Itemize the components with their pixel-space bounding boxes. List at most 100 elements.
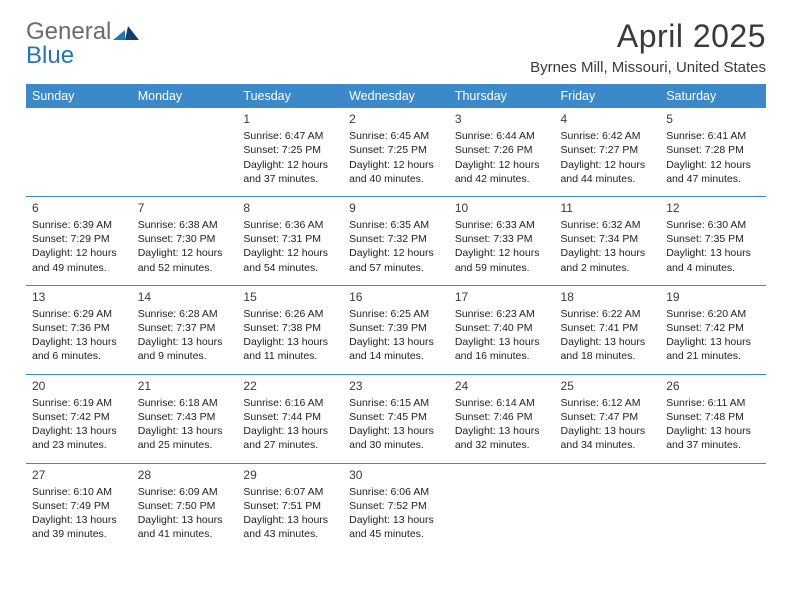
- calendar-day: 8Sunrise: 6:36 AMSunset: 7:31 PMDaylight…: [237, 196, 343, 285]
- daylight-text: Daylight: 13 hours and 4 minutes.: [666, 246, 760, 274]
- sunset-text: Sunset: 7:25 PM: [243, 143, 337, 157]
- calendar-day: 15Sunrise: 6:26 AMSunset: 7:38 PMDayligh…: [237, 285, 343, 374]
- daylight-text: Daylight: 12 hours and 57 minutes.: [349, 246, 443, 274]
- sunrise-text: Sunrise: 6:14 AM: [455, 396, 549, 410]
- sunset-text: Sunset: 7:48 PM: [666, 410, 760, 424]
- sunrise-text: Sunrise: 6:35 AM: [349, 218, 443, 232]
- calendar-day: 27Sunrise: 6:10 AMSunset: 7:49 PMDayligh…: [26, 463, 132, 551]
- sunrise-text: Sunrise: 6:38 AM: [138, 218, 232, 232]
- calendar-day-empty: [26, 108, 132, 196]
- sunrise-text: Sunrise: 6:32 AM: [561, 218, 655, 232]
- day-number: 3: [455, 111, 549, 127]
- daylight-text: Daylight: 13 hours and 32 minutes.: [455, 424, 549, 452]
- daylight-text: Daylight: 12 hours and 37 minutes.: [243, 158, 337, 186]
- day-number: 10: [455, 200, 549, 216]
- daylight-text: Daylight: 13 hours and 2 minutes.: [561, 246, 655, 274]
- daylight-text: Daylight: 12 hours and 42 minutes.: [455, 158, 549, 186]
- sunset-text: Sunset: 7:25 PM: [349, 143, 443, 157]
- sunrise-text: Sunrise: 6:23 AM: [455, 307, 549, 321]
- day-number: 19: [666, 289, 760, 305]
- daylight-text: Daylight: 13 hours and 37 minutes.: [666, 424, 760, 452]
- sunrise-text: Sunrise: 6:09 AM: [138, 485, 232, 499]
- calendar-day: 6Sunrise: 6:39 AMSunset: 7:29 PMDaylight…: [26, 196, 132, 285]
- month-title: April 2025: [530, 18, 766, 55]
- sunset-text: Sunset: 7:26 PM: [455, 143, 549, 157]
- sunrise-text: Sunrise: 6:41 AM: [666, 129, 760, 143]
- logo: General Blue: [26, 20, 139, 68]
- day-header: Sunday: [26, 84, 132, 108]
- calendar-day: 2Sunrise: 6:45 AMSunset: 7:25 PMDaylight…: [343, 108, 449, 196]
- calendar-day-empty: [132, 108, 238, 196]
- sunset-text: Sunset: 7:43 PM: [138, 410, 232, 424]
- sunrise-text: Sunrise: 6:44 AM: [455, 129, 549, 143]
- daylight-text: Daylight: 12 hours and 54 minutes.: [243, 246, 337, 274]
- calendar-day: 20Sunrise: 6:19 AMSunset: 7:42 PMDayligh…: [26, 374, 132, 463]
- sunset-text: Sunset: 7:44 PM: [243, 410, 337, 424]
- daylight-text: Daylight: 13 hours and 23 minutes.: [32, 424, 126, 452]
- calendar-day: 23Sunrise: 6:15 AMSunset: 7:45 PMDayligh…: [343, 374, 449, 463]
- calendar-day-empty: [555, 463, 661, 551]
- sunset-text: Sunset: 7:31 PM: [243, 232, 337, 246]
- day-number: 2: [349, 111, 443, 127]
- daylight-text: Daylight: 13 hours and 25 minutes.: [138, 424, 232, 452]
- daylight-text: Daylight: 13 hours and 18 minutes.: [561, 335, 655, 363]
- day-number: 24: [455, 378, 549, 394]
- calendar-day: 1Sunrise: 6:47 AMSunset: 7:25 PMDaylight…: [237, 108, 343, 196]
- day-header: Wednesday: [343, 84, 449, 108]
- calendar-day: 26Sunrise: 6:11 AMSunset: 7:48 PMDayligh…: [660, 374, 766, 463]
- day-number: 14: [138, 289, 232, 305]
- logo-text-general: General: [26, 18, 111, 45]
- calendar-day: 13Sunrise: 6:29 AMSunset: 7:36 PMDayligh…: [26, 285, 132, 374]
- sunset-text: Sunset: 7:40 PM: [455, 321, 549, 335]
- daylight-text: Daylight: 12 hours and 52 minutes.: [138, 246, 232, 274]
- calendar-day: 4Sunrise: 6:42 AMSunset: 7:27 PMDaylight…: [555, 108, 661, 196]
- sunset-text: Sunset: 7:29 PM: [32, 232, 126, 246]
- calendar-day: 21Sunrise: 6:18 AMSunset: 7:43 PMDayligh…: [132, 374, 238, 463]
- logo-mark-icon: [113, 22, 139, 49]
- sunrise-text: Sunrise: 6:15 AM: [349, 396, 443, 410]
- calendar-week: 20Sunrise: 6:19 AMSunset: 7:42 PMDayligh…: [26, 374, 766, 463]
- calendar-week: 6Sunrise: 6:39 AMSunset: 7:29 PMDaylight…: [26, 196, 766, 285]
- calendar-day: 22Sunrise: 6:16 AMSunset: 7:44 PMDayligh…: [237, 374, 343, 463]
- day-number: 18: [561, 289, 655, 305]
- sunset-text: Sunset: 7:50 PM: [138, 499, 232, 513]
- sunrise-text: Sunrise: 6:11 AM: [666, 396, 760, 410]
- day-number: 9: [349, 200, 443, 216]
- sunset-text: Sunset: 7:37 PM: [138, 321, 232, 335]
- calendar-day: 25Sunrise: 6:12 AMSunset: 7:47 PMDayligh…: [555, 374, 661, 463]
- day-number: 12: [666, 200, 760, 216]
- sunset-text: Sunset: 7:33 PM: [455, 232, 549, 246]
- day-number: 16: [349, 289, 443, 305]
- calendar-day: 28Sunrise: 6:09 AMSunset: 7:50 PMDayligh…: [132, 463, 238, 551]
- sunrise-text: Sunrise: 6:19 AM: [32, 396, 126, 410]
- sunset-text: Sunset: 7:42 PM: [666, 321, 760, 335]
- daylight-text: Daylight: 12 hours and 40 minutes.: [349, 158, 443, 186]
- calendar-week: 13Sunrise: 6:29 AMSunset: 7:36 PMDayligh…: [26, 285, 766, 374]
- day-header: Tuesday: [237, 84, 343, 108]
- day-number: 21: [138, 378, 232, 394]
- day-number: 22: [243, 378, 337, 394]
- calendar-week: 27Sunrise: 6:10 AMSunset: 7:49 PMDayligh…: [26, 463, 766, 551]
- sunset-text: Sunset: 7:36 PM: [32, 321, 126, 335]
- sunrise-text: Sunrise: 6:47 AM: [243, 129, 337, 143]
- sunset-text: Sunset: 7:42 PM: [32, 410, 126, 424]
- calendar-day: 10Sunrise: 6:33 AMSunset: 7:33 PMDayligh…: [449, 196, 555, 285]
- calendar-day: 29Sunrise: 6:07 AMSunset: 7:51 PMDayligh…: [237, 463, 343, 551]
- day-number: 5: [666, 111, 760, 127]
- title-block: April 2025 Byrnes Mill, Missouri, United…: [530, 18, 766, 76]
- calendar-day: 19Sunrise: 6:20 AMSunset: 7:42 PMDayligh…: [660, 285, 766, 374]
- calendar-day: 18Sunrise: 6:22 AMSunset: 7:41 PMDayligh…: [555, 285, 661, 374]
- sunrise-text: Sunrise: 6:22 AM: [561, 307, 655, 321]
- calendar-week: 1Sunrise: 6:47 AMSunset: 7:25 PMDaylight…: [26, 108, 766, 196]
- day-number: 4: [561, 111, 655, 127]
- sunrise-text: Sunrise: 6:29 AM: [32, 307, 126, 321]
- calendar-day: 9Sunrise: 6:35 AMSunset: 7:32 PMDaylight…: [343, 196, 449, 285]
- sunrise-text: Sunrise: 6:28 AM: [138, 307, 232, 321]
- calendar-day: 7Sunrise: 6:38 AMSunset: 7:30 PMDaylight…: [132, 196, 238, 285]
- sunset-text: Sunset: 7:47 PM: [561, 410, 655, 424]
- daylight-text: Daylight: 13 hours and 11 minutes.: [243, 335, 337, 363]
- daylight-text: Daylight: 13 hours and 21 minutes.: [666, 335, 760, 363]
- sunrise-text: Sunrise: 6:36 AM: [243, 218, 337, 232]
- sunset-text: Sunset: 7:51 PM: [243, 499, 337, 513]
- sunset-text: Sunset: 7:45 PM: [349, 410, 443, 424]
